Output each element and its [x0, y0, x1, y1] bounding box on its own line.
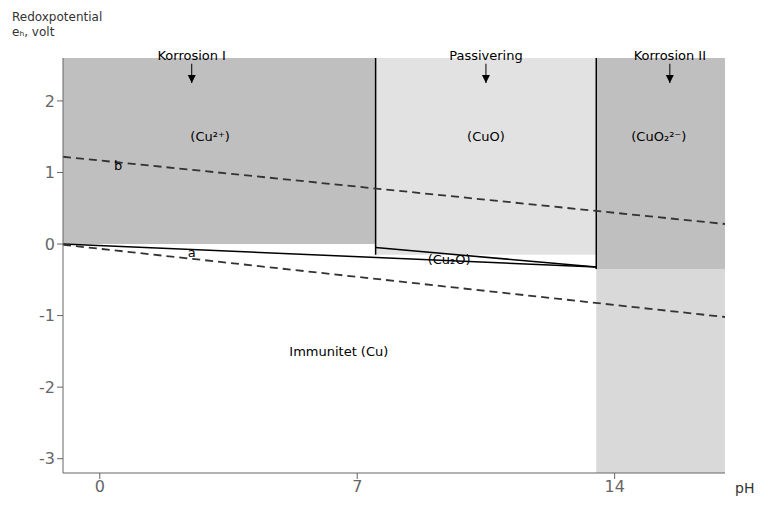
svg-text:-3: -3 — [39, 449, 55, 468]
svg-text:Korrosion II: Korrosion II — [634, 48, 706, 63]
svg-text:7: 7 — [352, 477, 362, 496]
svg-text:-2: -2 — [39, 378, 55, 397]
svg-text:0: 0 — [45, 235, 55, 254]
html-text:eₕ, volt: eₕ, volt — [12, 25, 55, 39]
svg-text:(Cu²⁺): (Cu²⁺) — [190, 129, 230, 144]
svg-text:Korrosion I: Korrosion I — [157, 48, 226, 63]
svg-text:a: a — [188, 245, 196, 260]
svg-text:2: 2 — [45, 92, 55, 111]
html-text:Redoxpotential: Redoxpotential — [12, 10, 103, 24]
svg-text:b: b — [114, 158, 122, 173]
svg-text:(Cu₂O): (Cu₂O) — [428, 252, 471, 267]
svg-text:0: 0 — [95, 477, 105, 496]
svg-text:Passivering: Passivering — [449, 48, 523, 63]
svg-text:1: 1 — [45, 163, 55, 182]
svg-text:Immunitet (Cu): Immunitet (Cu) — [289, 344, 388, 359]
svg-text:14: 14 — [604, 477, 624, 496]
svg-text:-1: -1 — [39, 306, 55, 325]
svg-text:(CuO₂²⁻): (CuO₂²⁻) — [631, 129, 686, 144]
svg-text:(CuO): (CuO) — [467, 129, 505, 144]
svg-text:pH: pH — [735, 480, 754, 496]
